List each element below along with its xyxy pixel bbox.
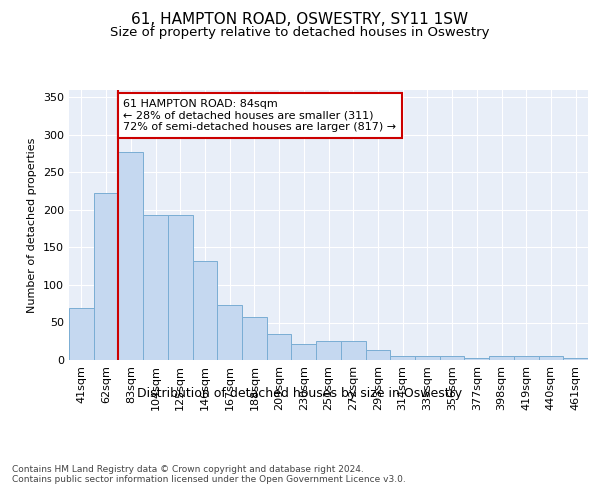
Text: Size of property relative to detached houses in Oswestry: Size of property relative to detached ho… <box>110 26 490 39</box>
Text: Distribution of detached houses by size in Oswestry: Distribution of detached houses by size … <box>137 388 463 400</box>
Bar <box>242 318 267 360</box>
Bar <box>563 358 588 360</box>
Bar <box>365 350 390 360</box>
Bar <box>489 356 514 360</box>
Bar <box>143 215 168 360</box>
Bar <box>390 356 415 360</box>
Bar <box>539 356 563 360</box>
Text: Contains HM Land Registry data © Crown copyright and database right 2024.
Contai: Contains HM Land Registry data © Crown c… <box>12 465 406 484</box>
Bar <box>168 215 193 360</box>
Text: 61, HAMPTON ROAD, OSWESTRY, SY11 1SW: 61, HAMPTON ROAD, OSWESTRY, SY11 1SW <box>131 12 469 28</box>
Bar <box>94 194 118 360</box>
Bar <box>440 356 464 360</box>
Bar <box>292 344 316 360</box>
Bar <box>464 358 489 360</box>
Y-axis label: Number of detached properties: Number of detached properties <box>28 138 37 312</box>
Bar <box>341 341 365 360</box>
Bar <box>193 261 217 360</box>
Bar <box>415 356 440 360</box>
Bar <box>514 356 539 360</box>
Text: 61 HAMPTON ROAD: 84sqm
← 28% of detached houses are smaller (311)
72% of semi-de: 61 HAMPTON ROAD: 84sqm ← 28% of detached… <box>124 99 397 132</box>
Bar <box>316 341 341 360</box>
Bar <box>267 334 292 360</box>
Bar <box>217 305 242 360</box>
Bar <box>118 152 143 360</box>
Bar <box>69 308 94 360</box>
